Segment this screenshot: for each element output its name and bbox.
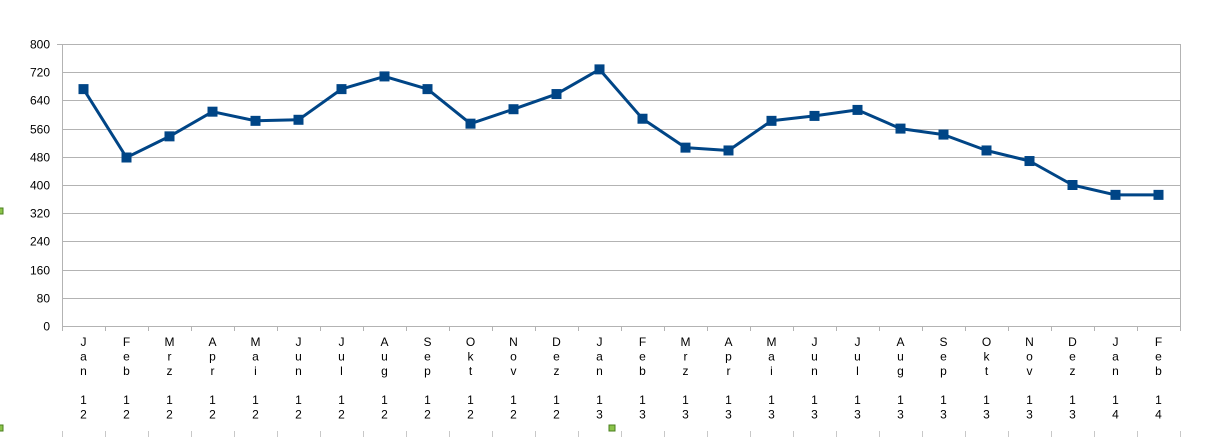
gridlines xyxy=(62,44,1180,327)
data-point-marker xyxy=(1024,156,1035,167)
y-tick-label: 720 xyxy=(30,66,50,80)
data-point-marker xyxy=(293,114,304,125)
selection-handles[interactable] xyxy=(0,207,616,432)
series-line xyxy=(82,67,1159,197)
data-series xyxy=(78,64,1164,200)
selection-handle-bottom[interactable] xyxy=(608,424,616,432)
data-point-marker xyxy=(164,131,175,142)
y-tick-label: 640 xyxy=(30,94,50,108)
y-tick-label: 800 xyxy=(30,38,50,52)
axes xyxy=(57,44,1181,437)
data-point-marker xyxy=(379,71,390,82)
data-point-marker xyxy=(1110,189,1121,200)
data-point-marker xyxy=(508,104,519,115)
selection-handle-bottom-left[interactable] xyxy=(0,424,4,432)
data-point-marker xyxy=(594,64,605,75)
y-tick-label: 240 xyxy=(30,235,50,249)
data-point-marker xyxy=(336,84,347,95)
data-point-marker xyxy=(1067,180,1078,190)
data-point-marker xyxy=(78,84,89,95)
data-point-marker xyxy=(852,104,863,115)
data-point-marker xyxy=(680,142,691,153)
data-point-marker xyxy=(938,129,949,140)
data-point-marker xyxy=(723,145,734,156)
data-point-marker xyxy=(465,118,476,129)
y-tick-label: 400 xyxy=(30,179,50,193)
y-tick-label: 560 xyxy=(30,123,50,137)
y-tick-label: 320 xyxy=(30,207,50,221)
data-point-marker xyxy=(1153,189,1164,200)
y-tick-label: 80 xyxy=(37,292,51,306)
data-point-marker xyxy=(637,113,648,124)
y-axis-tick-labels: 0 80 160 240 320 400 480 560 640 720 800 xyxy=(30,38,50,334)
data-point-marker xyxy=(895,123,906,134)
y-tick-label: 160 xyxy=(30,264,50,278)
data-point-marker xyxy=(121,152,132,163)
data-point-marker xyxy=(809,110,820,121)
data-point-marker xyxy=(981,145,992,156)
data-point-marker xyxy=(551,89,562,100)
y-tick-label: 480 xyxy=(30,151,50,165)
data-point-marker xyxy=(207,106,218,117)
data-point-marker xyxy=(766,115,777,126)
data-point-marker xyxy=(250,115,261,126)
y-tick-label: 0 xyxy=(43,320,50,334)
selection-handle-left[interactable] xyxy=(0,207,4,215)
data-point-marker xyxy=(422,84,433,95)
